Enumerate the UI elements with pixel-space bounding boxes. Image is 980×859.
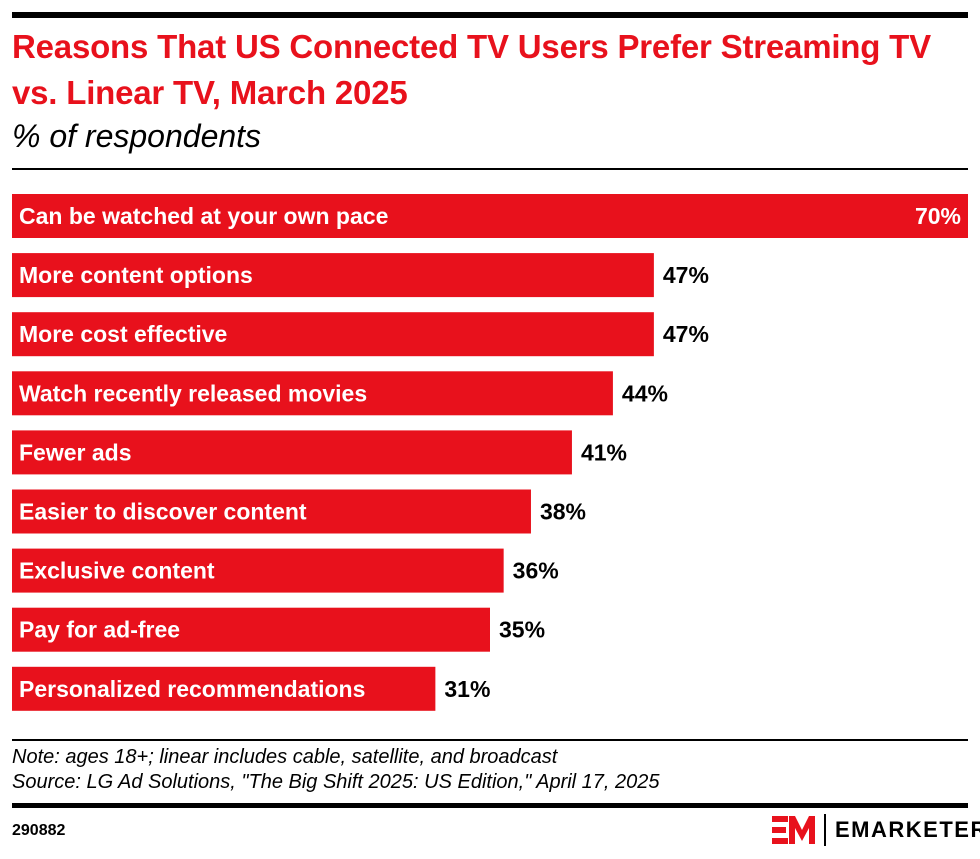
note-text: Note: ages 18+; linear includes cable, s… <box>12 746 558 768</box>
category-label: Can be watched at your own pace <box>19 203 388 229</box>
value-label: 35% <box>499 617 545 643</box>
bar <box>12 489 531 534</box>
category-label: Fewer ads <box>19 439 132 465</box>
emarketer-logo: EMARKETER <box>772 814 980 846</box>
value-label: 44% <box>622 380 668 406</box>
bar <box>12 666 436 711</box>
value-label: 47% <box>663 262 709 288</box>
category-label: More cost effective <box>19 321 227 347</box>
bar <box>12 253 654 298</box>
value-label: 38% <box>540 499 586 525</box>
value-label: 41% <box>581 439 627 465</box>
notes: Note: ages 18+; linear includes cable, s… <box>12 745 660 795</box>
category-label: Pay for ad-free <box>19 617 180 643</box>
chart-id: 290882 <box>12 822 66 839</box>
bar <box>12 312 654 357</box>
bottom-rule <box>12 803 968 808</box>
bar <box>12 371 613 416</box>
divider <box>12 739 968 741</box>
value-label: 36% <box>513 558 559 584</box>
value-label: 47% <box>663 321 709 347</box>
logo-separator <box>824 814 826 846</box>
category-label: Personalized recommendations <box>19 676 365 702</box>
category-label: More content options <box>19 262 253 288</box>
brand-name: EMARKETER <box>835 817 980 842</box>
bar <box>12 607 490 652</box>
bar <box>12 548 504 593</box>
category-label: Watch recently released movies <box>19 380 367 406</box>
bar <box>12 194 968 238</box>
category-label: Exclusive content <box>19 558 215 584</box>
divider <box>12 168 968 170</box>
bar-chart: Can be watched at your own pace 70% More c… <box>12 194 968 711</box>
category-label: Easier to discover content <box>19 499 307 525</box>
em-logo-icon <box>772 816 815 844</box>
value-label: 31% <box>444 676 490 702</box>
top-rule <box>12 12 968 18</box>
source-text: Source: LG Ad Solutions, "The Big Shift … <box>12 771 660 793</box>
value-label: 70% <box>915 203 961 229</box>
chart-title: Reasons That US Connected TV Users Prefe… <box>12 28 931 111</box>
chart-subtitle: % of respondents <box>12 118 262 154</box>
bar <box>12 430 572 475</box>
